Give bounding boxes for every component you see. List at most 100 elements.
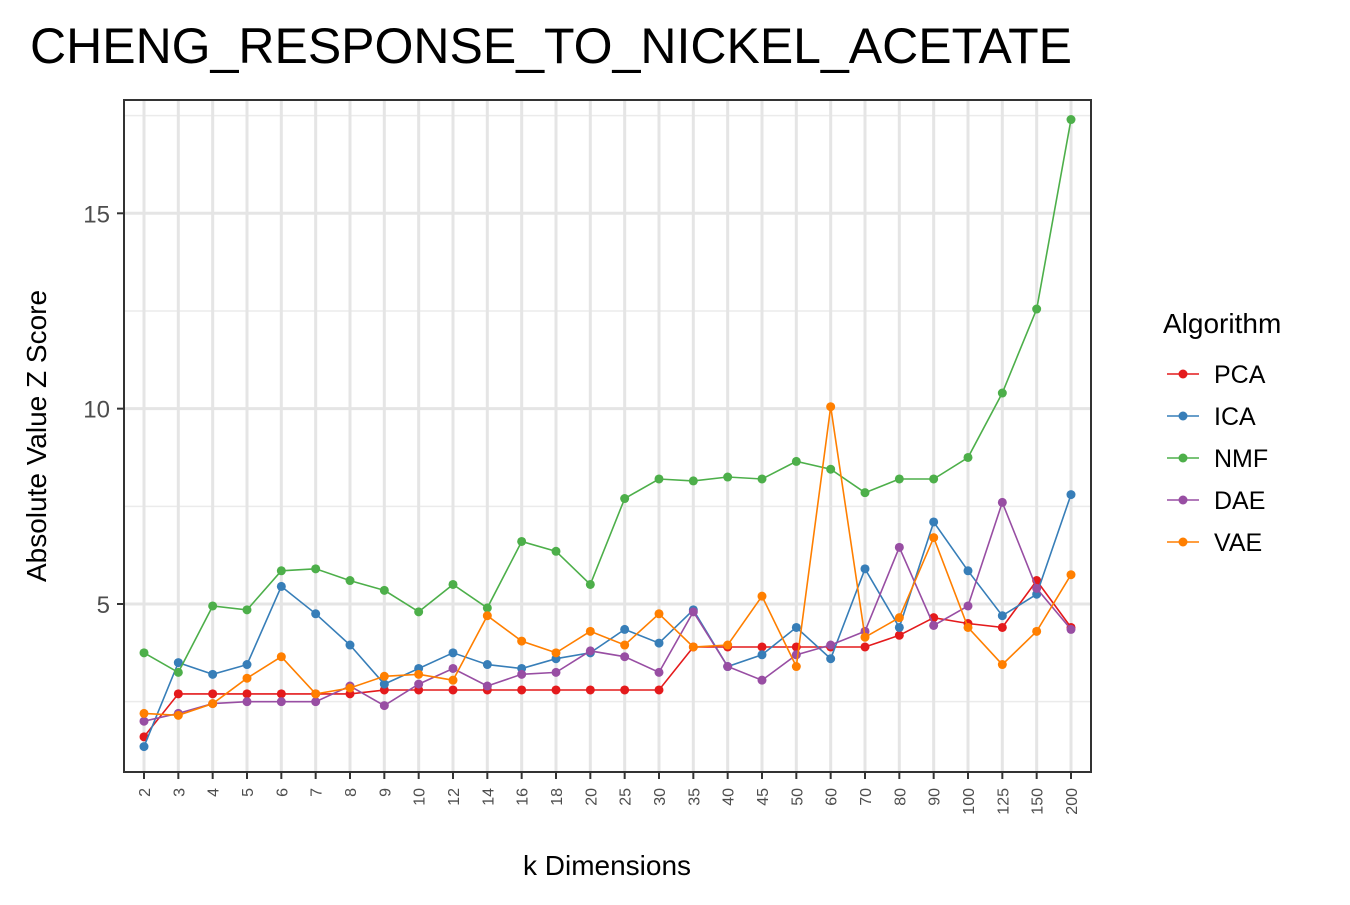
x-tick-label: 18: [549, 788, 566, 806]
x-tick-label: 150: [1030, 788, 1047, 815]
y-tick-label: 5: [97, 592, 110, 619]
data-point-pca: [242, 689, 252, 699]
data-point-vae: [311, 689, 321, 699]
data-point-vae: [173, 710, 183, 720]
data-point-ica: [242, 660, 252, 670]
data-point-ica: [208, 669, 218, 679]
data-point-nmf: [448, 579, 458, 589]
data-point-nmf: [860, 488, 870, 498]
data-point-ica: [448, 648, 458, 658]
x-tick-label: 125: [995, 788, 1012, 815]
data-point-ica: [791, 622, 801, 632]
data-point-pca: [551, 685, 561, 695]
legend-marker-pca: [1178, 369, 1188, 379]
data-point-dae: [379, 701, 389, 711]
data-point-vae: [929, 533, 939, 543]
data-point-nmf: [791, 456, 801, 466]
data-point-ica: [894, 622, 904, 632]
data-point-dae: [414, 679, 424, 689]
data-point-vae: [791, 662, 801, 672]
x-tick-label: 200: [1064, 788, 1081, 815]
data-point-nmf: [1066, 115, 1076, 125]
data-point-dae: [139, 716, 149, 726]
data-point-dae: [654, 667, 664, 677]
data-point-nmf: [963, 452, 973, 462]
data-point-vae: [963, 622, 973, 632]
series-layer: [139, 115, 1076, 752]
x-tick-label: 12: [446, 788, 463, 806]
data-point-vae: [208, 699, 218, 709]
x-tick-label: 60: [824, 788, 841, 806]
data-point-nmf: [826, 464, 836, 474]
data-point-pca: [860, 642, 870, 652]
legend-marker-nmf: [1178, 453, 1188, 463]
data-point-pca: [620, 685, 630, 695]
series-nmf: [139, 115, 1076, 677]
x-tick-label: 45: [755, 788, 772, 806]
series-vae: [139, 402, 1076, 720]
data-point-dae: [311, 697, 321, 707]
series-line-dae: [143, 500, 1072, 722]
data-point-nmf: [242, 605, 252, 615]
x-tick-label: 90: [927, 788, 944, 806]
data-point-nmf: [585, 579, 595, 589]
legend: Algorithm PCA ICA NMF DAE VAE: [1163, 308, 1281, 557]
data-point-nmf: [620, 494, 630, 504]
data-point-dae: [620, 652, 630, 662]
x-tick-label: 100: [961, 788, 978, 815]
data-point-nmf: [414, 607, 424, 617]
grid-lines: [124, 100, 1091, 772]
data-point-nmf: [345, 576, 355, 586]
x-tick-label: 8: [343, 788, 360, 797]
data-point-nmf: [276, 566, 286, 576]
data-point-vae: [345, 683, 355, 693]
x-tick-label: 3: [171, 788, 188, 797]
x-tick-label: 25: [618, 788, 635, 806]
series-line-pca: [143, 579, 1072, 738]
data-point-ica: [311, 609, 321, 619]
data-point-vae: [517, 636, 527, 646]
data-point-dae: [826, 640, 836, 650]
data-point-pca: [173, 689, 183, 699]
data-point-vae: [1066, 570, 1076, 580]
data-point-vae: [757, 591, 767, 601]
legend-title: Algorithm: [1163, 308, 1281, 339]
data-point-vae: [620, 640, 630, 650]
data-point-dae: [1032, 583, 1042, 593]
data-point-dae: [929, 620, 939, 630]
data-point-dae: [757, 675, 767, 685]
data-point-nmf: [654, 474, 664, 484]
legend-item-nmf: NMF: [1167, 445, 1268, 473]
x-tick-label: 80: [892, 788, 909, 806]
data-point-vae: [276, 652, 286, 662]
data-point-dae: [894, 542, 904, 552]
data-point-vae: [1032, 626, 1042, 636]
chart-title: CHENG_RESPONSE_TO_NICKEL_ACETATE: [30, 18, 1072, 74]
data-point-vae: [551, 648, 561, 658]
data-point-dae: [585, 646, 595, 656]
x-tick-label: 4: [206, 788, 223, 797]
data-point-ica: [929, 517, 939, 527]
data-point-ica: [1066, 490, 1076, 500]
y-tick-label: 10: [83, 397, 110, 424]
data-point-ica: [139, 742, 149, 752]
legend-item-vae: VAE: [1167, 529, 1262, 557]
legend-label-ica: ICA: [1214, 403, 1256, 431]
x-tick-label: 7: [309, 788, 326, 797]
x-tick-label: 30: [652, 788, 669, 806]
data-point-vae: [654, 609, 664, 619]
data-point-vae: [379, 671, 389, 681]
data-point-pca: [997, 622, 1007, 632]
x-tick-label: 10: [412, 788, 429, 806]
data-point-ica: [826, 654, 836, 664]
legend-marker-ica: [1178, 411, 1188, 421]
x-axis-title: k Dimensions: [523, 850, 691, 881]
data-point-dae: [1066, 624, 1076, 634]
series-line-nmf: [143, 119, 1072, 674]
data-point-ica: [997, 611, 1007, 621]
data-point-nmf: [929, 474, 939, 484]
data-point-vae: [242, 673, 252, 683]
data-point-dae: [551, 667, 561, 677]
data-point-nmf: [894, 474, 904, 484]
